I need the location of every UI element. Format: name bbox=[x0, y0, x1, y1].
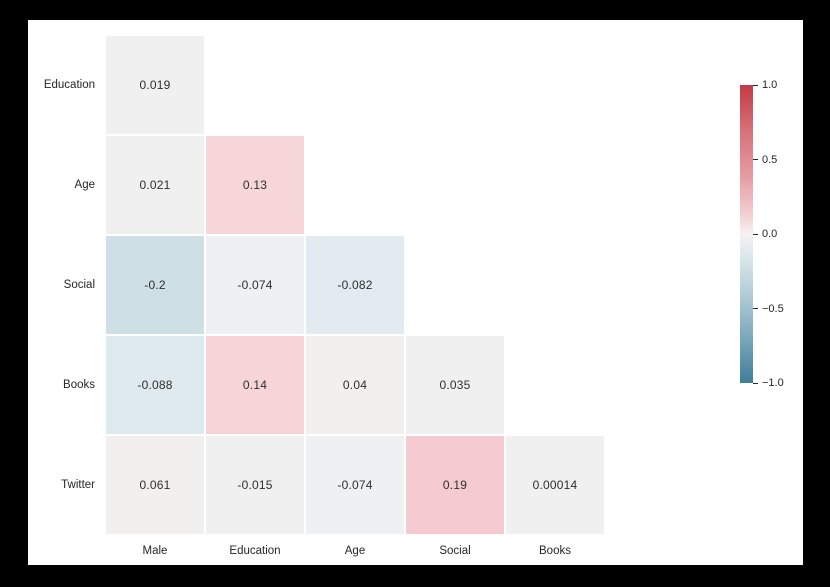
cell-social-education: -0.074 bbox=[205, 235, 305, 335]
y-tick-label-twitter: Twitter bbox=[61, 479, 95, 491]
cell-age-education: 0.13 bbox=[205, 135, 305, 235]
x-tick-label-social: Social bbox=[439, 545, 471, 557]
colorbar-tick-mark bbox=[753, 159, 758, 160]
cell-twitter-social: 0.19 bbox=[405, 435, 505, 535]
cell-books-male: -0.088 bbox=[105, 335, 205, 435]
colorbar-tick-mark bbox=[753, 233, 758, 235]
colorbar-tick-label: −1.0 bbox=[762, 377, 784, 389]
cell-age-male: 0.021 bbox=[105, 135, 205, 235]
cell-social-male: -0.2 bbox=[105, 235, 205, 335]
cell-twitter-age: -0.074 bbox=[305, 435, 405, 535]
cell-books-education: 0.14 bbox=[205, 335, 305, 435]
colorbar-tick-label: 0.5 bbox=[762, 153, 778, 166]
colorbar-tick-mark bbox=[753, 382, 758, 384]
x-tick-label-male: Male bbox=[142, 545, 168, 557]
colorbar-gradient bbox=[740, 85, 753, 383]
colorbar-tick-mark bbox=[753, 308, 758, 309]
figure-panel: 0.019 0.021 0.13 -0.2 -0.074 -0.082 -0.088 0.14… bbox=[28, 20, 803, 565]
cell-twitter-books: 0.00014 bbox=[505, 435, 605, 535]
cell-social-age: -0.082 bbox=[305, 235, 405, 335]
y-tick-label-social: Social bbox=[63, 279, 95, 291]
x-tick-label-age: Age bbox=[344, 545, 366, 557]
x-tick-label-books: Books bbox=[539, 545, 571, 557]
cell-twitter-male: 0.061 bbox=[105, 435, 205, 535]
colorbar-tick-label: 0.0 bbox=[762, 228, 778, 240]
y-tick-label-age: Age bbox=[74, 179, 95, 191]
colorbar-tick-mark bbox=[753, 84, 758, 86]
colorbar-tick-label: −0.5 bbox=[762, 302, 784, 315]
y-tick-label-education: Education bbox=[43, 79, 95, 91]
colorbar-tick-label: 1.0 bbox=[762, 79, 778, 91]
cell-books-social: 0.035 bbox=[405, 335, 505, 435]
cell-twitter-education: -0.015 bbox=[205, 435, 305, 535]
cell-education-male: 0.019 bbox=[105, 35, 205, 135]
y-tick-label-books: Books bbox=[63, 379, 95, 391]
x-tick-label-education: Education bbox=[229, 545, 281, 557]
cell-books-age: 0.04 bbox=[305, 335, 405, 435]
correlation-heatmap: 0.019 0.021 0.13 -0.2 -0.074 -0.082 -0.088 0.14… bbox=[105, 35, 605, 535]
